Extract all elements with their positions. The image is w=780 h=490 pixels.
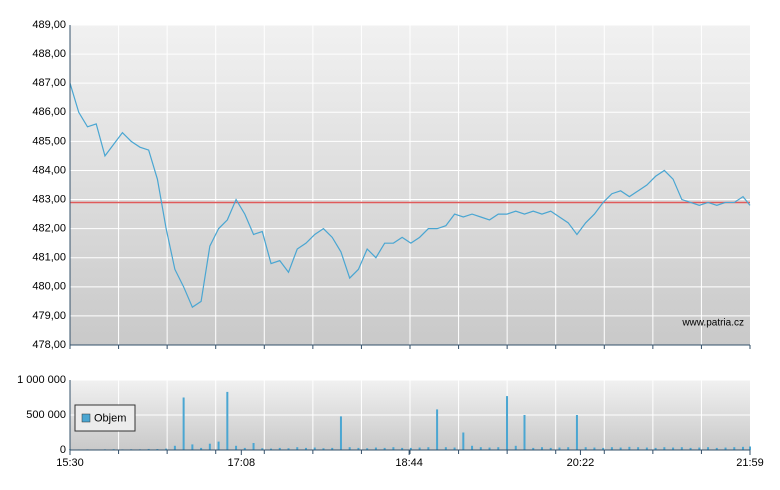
volume-bar — [383, 447, 386, 450]
x-tick-label: 18:44 — [395, 457, 423, 469]
volume-bar — [593, 447, 596, 450]
volume-bar — [366, 448, 369, 450]
y-tick-label: 500 000 — [26, 409, 66, 421]
volume-bar — [313, 447, 316, 450]
volume-bar — [637, 447, 640, 450]
volume-bar — [549, 447, 552, 450]
y-tick-label: 484,00 — [32, 164, 66, 176]
volume-bar — [304, 447, 307, 450]
volume-bar — [208, 443, 211, 450]
legend-label: Objem — [94, 412, 126, 424]
volume-bar — [523, 415, 526, 450]
volume-bar — [182, 397, 185, 450]
y-tick-label: 1 000 000 — [17, 374, 66, 386]
volume-bar — [567, 447, 570, 450]
volume-bar — [540, 447, 543, 450]
y-tick-label: 481,00 — [32, 252, 66, 264]
volume-bar — [235, 445, 238, 450]
volume-bar — [488, 447, 491, 450]
y-tick-label: 480,00 — [32, 281, 66, 293]
volume-bar — [672, 447, 675, 450]
y-tick-label: 482,00 — [32, 223, 66, 235]
volume-bar — [479, 447, 482, 450]
volume-bar — [462, 432, 465, 450]
volume-bar — [200, 447, 203, 450]
volume-bar — [331, 447, 334, 450]
x-tick-label: 20:22 — [567, 457, 595, 469]
volume-bar — [173, 445, 176, 450]
volume-bar — [619, 447, 622, 450]
volume-bar — [610, 447, 613, 450]
volume-bar — [558, 447, 561, 450]
volume-bar — [575, 415, 578, 450]
volume-bar — [715, 447, 718, 450]
volume-bar — [226, 391, 229, 450]
volume-bar — [165, 448, 168, 450]
volume-bar — [749, 446, 751, 450]
volume-bar — [628, 446, 631, 450]
y-tick-label: 486,00 — [32, 106, 66, 118]
volume-bar — [471, 445, 474, 450]
volume-bar — [742, 446, 745, 450]
volume-bar — [374, 447, 377, 450]
volume-bar — [584, 447, 587, 450]
volume-bar — [602, 447, 605, 450]
volume-bar — [645, 447, 648, 450]
y-tick-label: 488,00 — [32, 48, 66, 60]
volume-bar — [401, 447, 404, 450]
volume-bar — [322, 448, 325, 450]
volume-bar — [287, 448, 290, 450]
volume-bar — [654, 447, 657, 450]
watermark: www.patria.cz — [681, 318, 744, 329]
y-tick-label: 0 — [60, 444, 66, 456]
x-tick-label: 15:30 — [56, 457, 84, 469]
volume-bar — [680, 447, 683, 450]
volume-bar — [427, 447, 430, 450]
volume-bar — [689, 447, 692, 450]
volume-bar — [532, 447, 535, 450]
volume-bar — [724, 447, 727, 450]
volume-bar — [698, 447, 701, 450]
volume-bar — [514, 445, 517, 450]
y-tick-label: 483,00 — [32, 193, 66, 205]
volume-bar — [506, 396, 509, 450]
price-line — [69, 83, 751, 309]
volume-bar — [348, 447, 351, 450]
legend-swatch — [81, 413, 91, 423]
volume-bar — [444, 447, 447, 450]
volume-bar — [436, 409, 439, 450]
volume-bar — [409, 447, 412, 450]
y-tick-label: 489,00 — [32, 19, 66, 31]
volume-bar — [392, 447, 395, 450]
y-tick-label: 485,00 — [32, 135, 66, 147]
volume-bar — [261, 448, 264, 450]
volume-bar — [339, 416, 342, 450]
volume-bar — [497, 447, 500, 450]
x-tick-label: 21:59 — [736, 457, 764, 469]
volume-bar — [418, 447, 421, 450]
volume-bar — [243, 447, 246, 450]
volume-bar — [191, 444, 194, 450]
volume-bar — [663, 447, 666, 450]
y-tick-label: 487,00 — [32, 77, 66, 89]
volume-bar — [357, 447, 360, 450]
x-tick-label: 17:08 — [228, 457, 256, 469]
y-tick-label: 478,00 — [32, 339, 66, 351]
volume-bar — [296, 447, 299, 450]
volume-bar — [453, 447, 456, 450]
y-tick-label: 479,00 — [32, 310, 66, 322]
volume-bar — [733, 447, 736, 450]
volume-bar — [217, 441, 220, 450]
volume-bar — [147, 448, 150, 450]
volume-bar — [270, 448, 273, 450]
volume-bar — [707, 447, 710, 450]
volume-bar — [278, 447, 281, 450]
volume-bar — [252, 443, 255, 450]
